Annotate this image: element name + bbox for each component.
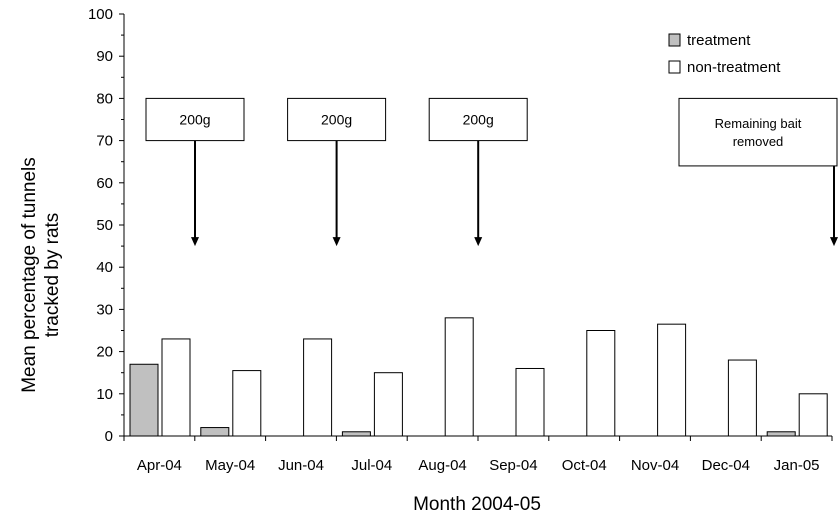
annotation-label-4: removed (733, 134, 784, 149)
bars-group (129, 317, 828, 437)
bar-non-treatment-apr-04 (161, 338, 191, 437)
legend-swatch-non-treatment (668, 60, 681, 74)
legend: treatment non-treatment (668, 32, 781, 76)
bar-non-treatment-jan-05 (798, 393, 828, 437)
y-axis-title: Mean percentage of tunnels tracked by ra… (19, 157, 63, 393)
y-tick-label: 30 (96, 301, 113, 318)
x-tick-label-may-04: May-04 (205, 457, 255, 474)
annotation-arrow-head-3 (474, 237, 483, 247)
annotation-label-3: 200g (463, 112, 494, 128)
legend-label-treatment: treatment (687, 32, 751, 49)
x-tick-label-jan-05: Jan-05 (774, 457, 820, 474)
annotations-group: 200g 200g 200g Remaining bait removed (145, 97, 838, 247)
y-axis-title-line-2: tracked by rats (42, 213, 63, 338)
y-tick-label: 0 (105, 428, 113, 445)
bar-non-treatment-jun-04 (303, 338, 333, 437)
legend-label-non-treatment: non-treatment (687, 59, 781, 76)
x-tick-label-jul-04: Jul-04 (351, 457, 392, 474)
x-tick-label-jun-04: Jun-04 (278, 457, 324, 474)
bar-non-treatment-sep-04 (515, 367, 545, 437)
annotation-arrow-head-2 (332, 237, 341, 247)
x-tick-label-apr-04: Apr-04 (137, 457, 182, 474)
bar-non-treatment-jul-04 (373, 372, 403, 437)
y-axis-title-line-1: Mean percentage of tunnels (19, 157, 40, 393)
bar-non-treatment-may-04 (232, 370, 262, 437)
axes-group: 0 10 20 30 40 50 60 70 80 90 100 Apr-04 May-04 Jun-04… (88, 6, 833, 474)
legend-swatch-treatment (668, 33, 681, 47)
annotation-box-3 (428, 97, 528, 142)
y-tick-label: 20 (96, 344, 113, 361)
annotation-box-4 (678, 97, 838, 167)
y-tick-label: 60 (96, 175, 113, 192)
x-tick-label-dec-04: Dec-04 (702, 457, 750, 474)
x-axis-title: Month 2004-05 (413, 494, 541, 515)
y-tick-label: 10 (96, 386, 113, 403)
bar-non-treatment-aug-04 (444, 317, 474, 437)
bar-treatment-jan-05 (766, 431, 796, 437)
bar-non-treatment-nov-04 (657, 323, 687, 437)
y-tick-label: 90 (96, 48, 113, 65)
x-tick-label-oct-04: Oct-04 (562, 457, 607, 474)
y-tick-label: 70 (96, 133, 113, 150)
bar-treatment-jul-04 (341, 431, 371, 437)
bar-non-treatment-dec-04 (727, 359, 757, 437)
bar-non-treatment-oct-04 (586, 330, 616, 437)
y-tick-label: 40 (96, 259, 113, 276)
y-tick-label: 100 (88, 6, 113, 23)
bar-treatment-may-04 (200, 427, 230, 437)
annotation-arrow-head-1 (191, 237, 199, 247)
annotation-label-1: 200g (179, 112, 210, 128)
bar-treatment-apr-04 (129, 363, 159, 437)
annotation-label-2: 200g (321, 112, 352, 128)
annotation-box-1 (145, 97, 245, 142)
annotation-label-4: Remaining bait (715, 116, 802, 131)
x-tick-label-aug-04: Aug-04 (418, 457, 466, 474)
annotation-arrow-head-4 (830, 237, 838, 247)
y-tick-label: 80 (96, 90, 113, 107)
y-tick-label: 50 (96, 217, 113, 234)
annotation-box-2 (287, 97, 387, 142)
x-tick-label-nov-04: Nov-04 (631, 457, 679, 474)
x-tick-label-sep-04: Sep-04 (489, 457, 537, 474)
